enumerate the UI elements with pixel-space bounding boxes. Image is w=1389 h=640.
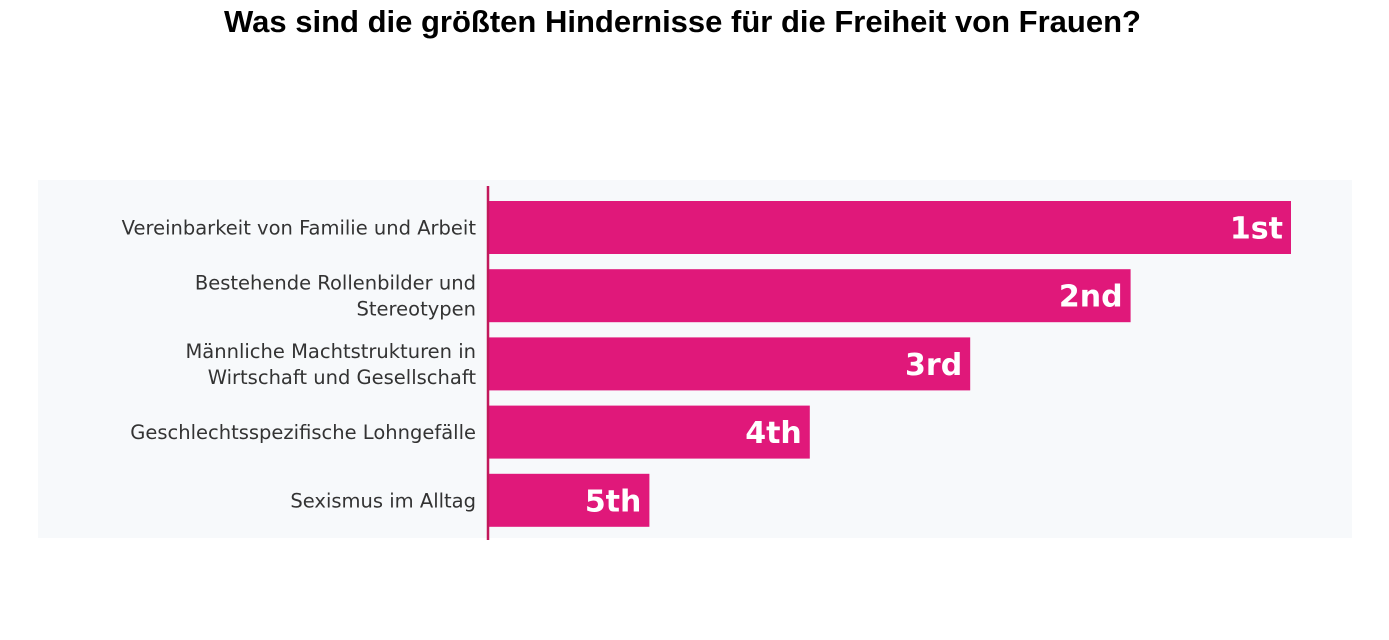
bar-rank-label-2: 2nd — [1059, 280, 1123, 315]
category-label-2: Bestehende Rollenbilder und Stereotypen — [195, 272, 476, 321]
category-label-4: Geschlechtsspezifische Lohngefälle — [130, 421, 476, 444]
bar-rank-label-5: 5th — [585, 484, 642, 519]
category-label-line: Sexismus im Alltag — [290, 489, 476, 512]
bar-1 — [489, 201, 1291, 254]
category-label-5: Sexismus im Alltag — [290, 489, 476, 512]
bar-3 — [489, 337, 971, 391]
bar-4 — [489, 405, 810, 459]
category-label-line: Stereotypen — [357, 298, 476, 321]
category-label-1: Vereinbarkeit von Familie und Arbeit — [122, 217, 477, 240]
category-label-line: Geschlechtsspezifische Lohngefälle — [130, 421, 476, 444]
bar-2 — [489, 269, 1131, 323]
bar-rank-label-1: 1st — [1230, 212, 1283, 247]
category-label-line: Bestehende Rollenbilder und — [195, 272, 476, 295]
chart-title: Was sind die größten Hindernisse für die… — [224, 4, 1141, 39]
bar-5 — [489, 473, 650, 527]
category-label-line: Wirtschaft und Gesellschaft — [208, 366, 477, 389]
bar-rank-label-3: 3rd — [905, 348, 962, 383]
category-label-line: Vereinbarkeit von Familie und Arbeit — [122, 217, 477, 240]
bar-rank-label-4: 4th — [745, 416, 802, 451]
category-label-line: Männliche Machtstrukturen in — [185, 340, 476, 363]
category-label-3: Männliche Machtstrukturen in Wirtschaft u… — [185, 340, 476, 389]
